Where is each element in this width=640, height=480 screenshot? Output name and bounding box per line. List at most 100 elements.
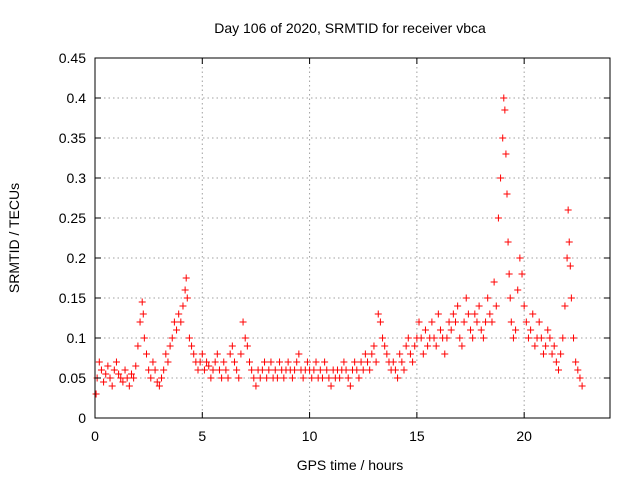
data-point: [125, 382, 133, 390]
data-point: [316, 366, 324, 374]
data-point: [132, 362, 140, 370]
data-point: [357, 358, 365, 366]
data-point: [449, 310, 457, 318]
data-point: [552, 358, 560, 366]
data-point: [211, 358, 219, 366]
data-point: [479, 334, 487, 342]
data-point: [506, 294, 514, 302]
data-point: [396, 350, 404, 358]
data-point: [364, 358, 372, 366]
data-point: [194, 366, 202, 374]
data-point: [482, 318, 490, 326]
data-point: [471, 310, 479, 318]
data-point: [243, 342, 251, 350]
data-point: [351, 358, 359, 366]
data-point: [537, 334, 545, 342]
data-point: [539, 350, 547, 358]
data-point: [303, 358, 311, 366]
data-point: [166, 342, 174, 350]
data-point: [140, 334, 148, 342]
data-point: [246, 358, 253, 366]
y-tick-label: 0.3: [67, 170, 87, 186]
data-point: [293, 358, 301, 366]
data-point: [376, 318, 384, 326]
data-point: [228, 342, 236, 350]
data-point: [308, 374, 316, 382]
y-tick-label: 0.2: [67, 250, 87, 266]
data-point: [432, 342, 440, 350]
y-tick-label: 0.15: [59, 290, 86, 306]
data-point: [564, 206, 572, 214]
data-point: [267, 358, 275, 366]
data-point: [340, 358, 348, 366]
data-point: [145, 366, 153, 374]
data-point: [381, 342, 389, 350]
data-point: [203, 358, 211, 366]
data-point: [213, 350, 221, 358]
data-point: [501, 106, 509, 114]
chart-title: Day 106 of 2020, SRMTID for receiver vbc…: [214, 20, 486, 36]
data-point: [456, 334, 464, 342]
data-point: [127, 370, 135, 378]
data-point: [147, 374, 155, 382]
data-point: [239, 318, 247, 326]
data-point: [527, 326, 535, 334]
data-point: [402, 342, 410, 350]
data-point: [218, 374, 226, 382]
data-point: [183, 294, 191, 302]
data-point: [488, 318, 496, 326]
data-point: [271, 366, 279, 374]
data-point: [477, 326, 485, 334]
y-tick-label: 0.1: [67, 330, 87, 346]
data-point: [499, 134, 507, 142]
data-point: [182, 274, 190, 282]
data-point: [464, 310, 472, 318]
data-point: [258, 366, 266, 374]
data-point: [284, 358, 292, 366]
data-point: [237, 350, 245, 358]
data-point: [252, 382, 260, 390]
data-point: [389, 358, 397, 366]
data-point: [430, 334, 438, 342]
data-point: [572, 358, 580, 366]
y-tick-label: 0.4: [67, 90, 87, 106]
data-point: [188, 342, 196, 350]
data-point: [359, 366, 367, 374]
data-point: [130, 374, 138, 382]
plot-frame: [94, 57, 611, 419]
y-tick-label: 0.35: [59, 130, 86, 146]
data-point: [475, 302, 483, 310]
data-point: [548, 350, 556, 358]
data-point: [233, 366, 241, 374]
data-point: [207, 374, 215, 382]
data-point: [168, 334, 176, 342]
data-point: [256, 374, 264, 382]
data-point: [143, 350, 150, 358]
data-point: [555, 366, 562, 374]
data-point: [398, 358, 406, 366]
data-point: [490, 278, 498, 286]
data-point: [138, 298, 146, 306]
data-point: [263, 374, 271, 382]
data-point: [336, 374, 344, 382]
data-point: [235, 374, 243, 382]
data-point: [516, 254, 524, 262]
y-tick-label: 0: [78, 410, 86, 426]
data-point: [209, 366, 217, 374]
data-point: [261, 358, 269, 366]
data-point: [361, 350, 369, 358]
data-point: [500, 94, 508, 102]
data-point: [520, 302, 528, 310]
data-point: [158, 374, 166, 382]
data-point: [473, 318, 481, 326]
data-point: [447, 326, 455, 334]
data-point: [514, 286, 522, 294]
data-point: [566, 262, 574, 270]
data-point: [222, 366, 230, 374]
data-point: [372, 358, 380, 366]
data-point: [460, 318, 468, 326]
data-point: [102, 370, 110, 378]
axis-ticks: [94, 57, 610, 419]
data-point: [92, 390, 100, 398]
